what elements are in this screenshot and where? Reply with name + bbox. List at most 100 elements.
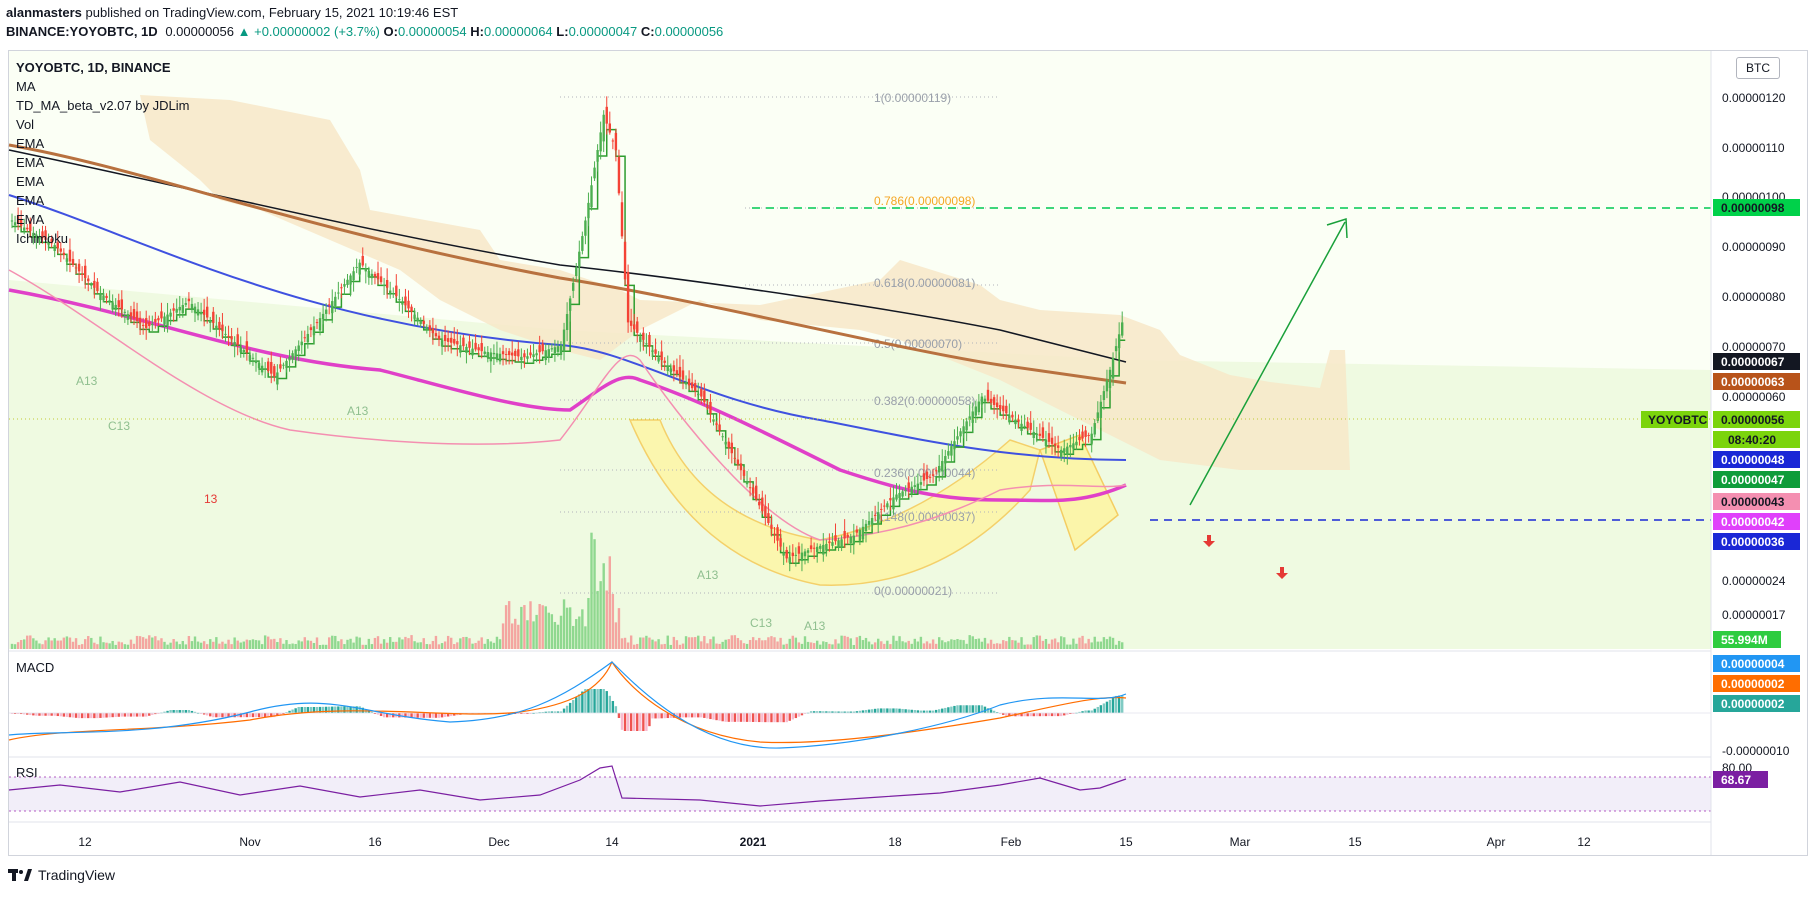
candle-body <box>526 356 529 359</box>
author-name[interactable]: alanmasters <box>6 5 82 20</box>
candle-body <box>1087 434 1090 436</box>
volume-bar <box>581 609 584 649</box>
legend-item[interactable]: EMA <box>16 136 45 151</box>
volume-bar <box>892 635 895 649</box>
candle-body <box>1063 448 1066 453</box>
macd-histogram-bar <box>230 713 233 718</box>
price-tag-value: 0.00000056 <box>1721 413 1785 427</box>
td-label: A13 <box>347 404 369 418</box>
volume-bar <box>916 641 920 649</box>
macd-histogram <box>9 689 1711 731</box>
volume-bars <box>10 532 1124 649</box>
footer-brand[interactable]: TradingView <box>38 867 116 883</box>
volume-bar <box>160 638 163 649</box>
macd-histogram-bar <box>178 710 181 713</box>
macd-histogram-bar <box>324 706 328 713</box>
volume-bar <box>1102 637 1106 649</box>
candle-body <box>1084 430 1087 437</box>
legend-item[interactable]: EMA <box>16 212 45 227</box>
macd-histogram-bar <box>453 713 456 716</box>
macd-histogram-bar <box>199 713 203 714</box>
volume-bar <box>666 635 669 649</box>
price-tag <box>1713 353 1800 370</box>
candle-body <box>730 442 733 454</box>
candle-body <box>373 273 377 277</box>
candle-body <box>596 150 599 162</box>
volume-bar <box>751 637 755 649</box>
volume-bar <box>41 644 44 649</box>
candle-body <box>971 411 974 423</box>
candle-body <box>224 333 227 335</box>
macd-pane-label[interactable]: MACD <box>16 660 55 675</box>
legend-item[interactable]: TD_MA_beta_v2.07 by JDLim <box>16 98 190 113</box>
candle-body <box>1047 433 1051 442</box>
volume-bar <box>886 640 889 649</box>
candle-body <box>443 334 447 342</box>
macd-histogram-bar <box>727 713 730 722</box>
macd-histogram-bar <box>687 713 691 718</box>
volume-bar <box>260 644 264 649</box>
legend-item[interactable]: EMA <box>16 193 45 208</box>
macd-histogram-bar <box>861 710 865 713</box>
candle-body <box>822 544 825 555</box>
macd-histogram-bar <box>1005 713 1008 717</box>
candle-body <box>10 220 14 222</box>
legend-item[interactable]: Ichimoku <box>16 231 69 246</box>
candle-body <box>108 300 111 302</box>
volume-bar <box>254 640 258 649</box>
volume-bar <box>68 637 72 649</box>
macd-histogram-bar <box>584 689 587 713</box>
macd-histogram-bar <box>385 713 389 718</box>
legend-item[interactable]: Vol <box>16 117 35 132</box>
chart-frame[interactable] <box>8 50 1808 856</box>
macd-histogram-bar <box>1078 711 1081 713</box>
candle-body <box>486 352 489 358</box>
currency-button[interactable]: BTC <box>1736 57 1780 79</box>
candle-body <box>944 456 947 464</box>
volume-bar <box>196 641 200 649</box>
candle-body <box>645 343 648 345</box>
volume-bar <box>471 643 474 649</box>
macd-histogram-bar <box>892 708 895 713</box>
rsi-pane-label[interactable]: RSI <box>16 765 38 780</box>
volume-bar <box>541 605 544 649</box>
volume-bar <box>681 643 685 649</box>
macd-histogram-bar <box>392 713 395 718</box>
candle-body <box>361 255 364 266</box>
candle-body <box>117 300 120 308</box>
legend-item[interactable]: EMA <box>16 155 45 170</box>
macd-histogram-bar <box>626 713 630 731</box>
macd-histogram-bar <box>1093 708 1096 713</box>
legend-title[interactable]: YOYOBTC, 1D, BINANCE <box>16 60 171 75</box>
fib-label-0786: 0.786(0.00000098) <box>874 194 975 208</box>
volume-bar <box>895 640 898 649</box>
macd-histogram-bar <box>102 713 105 718</box>
candle-body <box>727 441 730 448</box>
indicator-legend: YOYOBTC, 1D, BINANCE MA TD_MA_beta_v2.07… <box>16 58 189 248</box>
candle-body <box>825 543 828 551</box>
fib-label-1: 1(0.00000119) <box>874 91 951 105</box>
candle-body <box>989 398 993 403</box>
volume-bar <box>1017 642 1020 649</box>
last-price: 0.00000056 <box>165 24 234 39</box>
volume-bar <box>983 637 987 649</box>
legend-item[interactable]: EMA <box>16 174 45 189</box>
legend-item[interactable]: MA <box>16 79 36 94</box>
candle-body <box>928 476 932 478</box>
td-label: A13 <box>804 619 826 633</box>
candle-body <box>639 336 642 342</box>
macd-histogram-bar <box>761 713 764 723</box>
low-value: 0.00000047 <box>568 24 638 39</box>
volume-bar <box>431 640 435 649</box>
volume-bar <box>215 637 218 649</box>
volume-bar <box>1072 638 1075 649</box>
macd-histogram-bar <box>154 713 157 715</box>
macd-histogram-bar <box>941 708 944 713</box>
candle-body <box>138 317 142 324</box>
macd-histogram-bar <box>855 711 859 713</box>
volume-bar <box>489 641 493 649</box>
volume-bar <box>697 635 700 649</box>
candle-body <box>764 506 767 518</box>
candle-body <box>23 227 26 231</box>
